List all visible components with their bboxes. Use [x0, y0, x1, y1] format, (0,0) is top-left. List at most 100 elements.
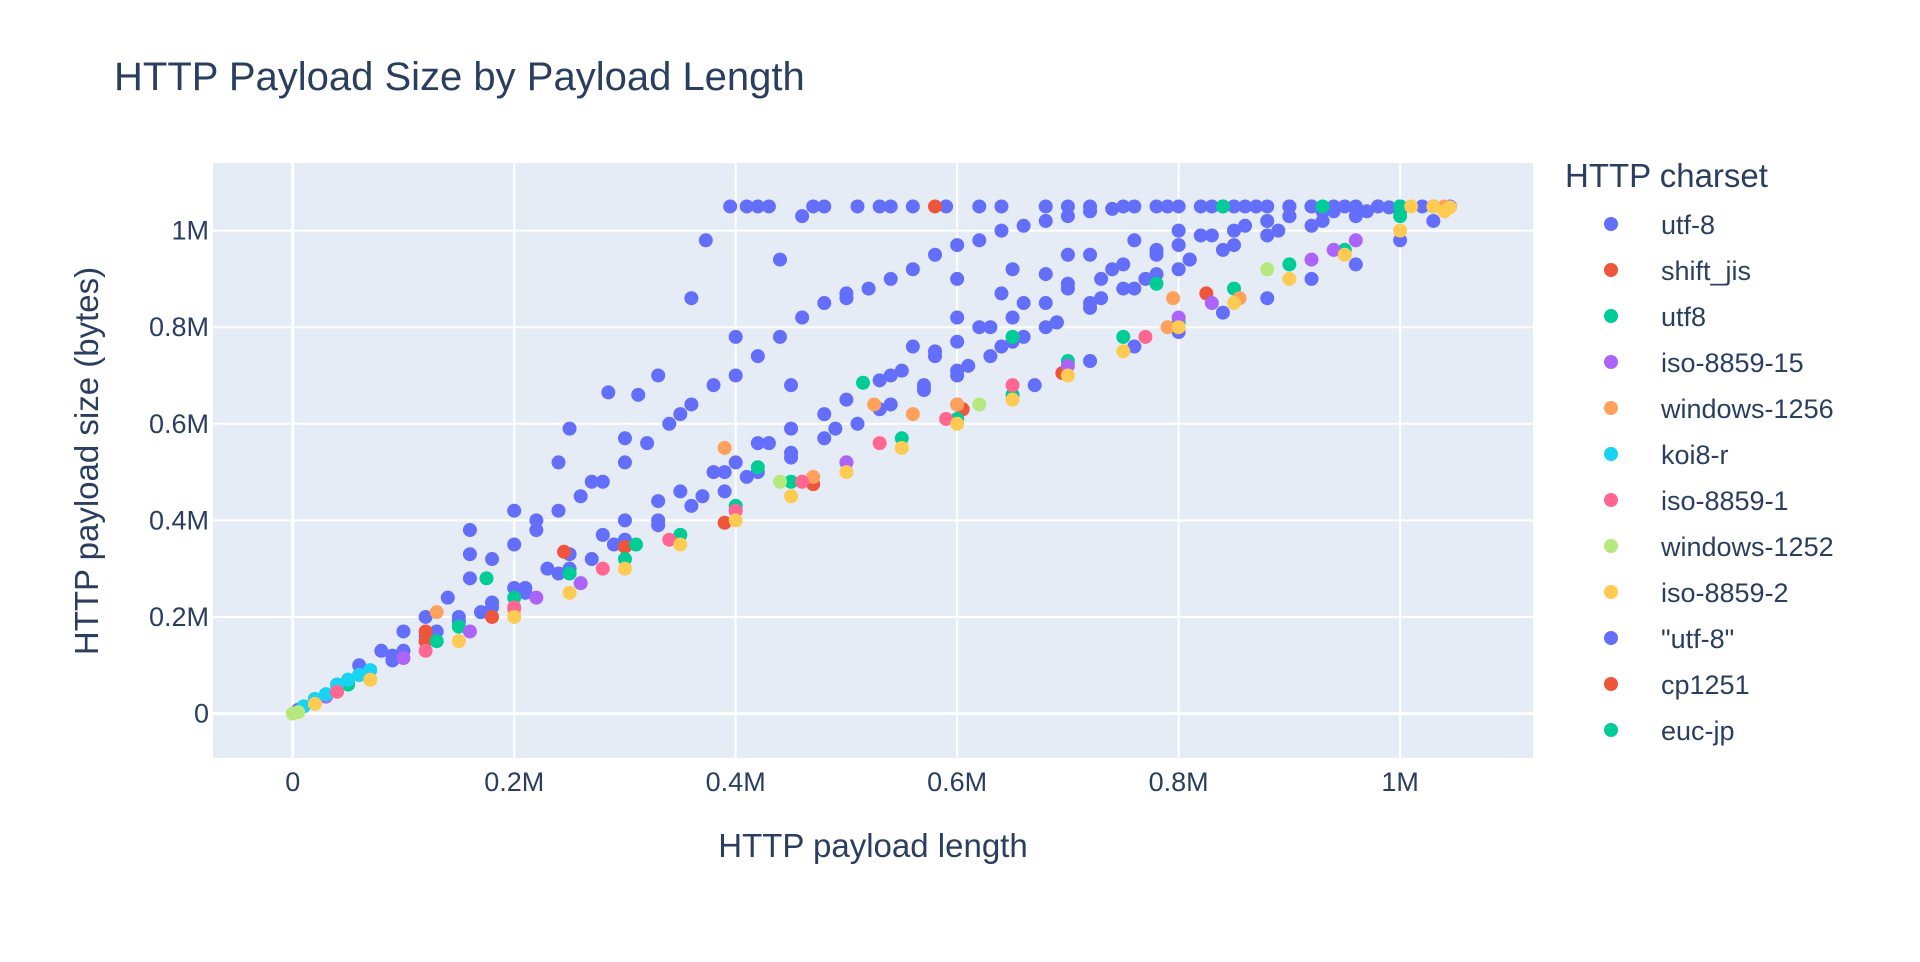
zero-lines: [213, 163, 1533, 758]
scatter-point: [684, 498, 699, 513]
scatter-point: [1038, 296, 1053, 311]
legend-item[interactable]: euc-jp: [1604, 716, 1735, 746]
legend-item[interactable]: iso-8859-1: [1604, 486, 1789, 516]
scatter-point: [905, 407, 920, 422]
y-tick-label: 0.2M: [149, 602, 209, 632]
scatter-point: [1005, 262, 1020, 277]
legend-item[interactable]: windows-1256: [1604, 394, 1834, 424]
scatter-point: [529, 523, 544, 538]
scatter-point: [1393, 223, 1408, 238]
legend-item[interactable]: shift_jis: [1604, 256, 1751, 286]
scatter-point: [856, 375, 871, 390]
legend-item[interactable]: iso-8859-2: [1604, 578, 1789, 608]
scatter-point: [1127, 281, 1142, 296]
scatter-point: [1182, 252, 1197, 267]
scatter-point: [1260, 213, 1275, 228]
scatter-point: [1370, 199, 1385, 214]
scatter-point: [1038, 213, 1053, 228]
scatter-point: [1060, 247, 1075, 262]
scatter-point: [573, 489, 588, 504]
scatter-point: [928, 199, 943, 214]
scatter-point: [1094, 291, 1109, 306]
legend-item[interactable]: "utf-8": [1604, 624, 1734, 654]
scatter-point: [916, 382, 931, 397]
scatter-point: [1016, 329, 1031, 344]
scatter-point: [772, 329, 787, 344]
scatter-point: [1127, 199, 1142, 214]
scatter-point: [485, 609, 500, 624]
legend-item[interactable]: koi8-r: [1604, 440, 1729, 470]
scatter-point: [795, 310, 810, 325]
legend-label: cp1251: [1661, 670, 1750, 700]
scatter-point: [429, 624, 444, 639]
scatter-point: [972, 320, 987, 335]
scatter-point: [363, 663, 378, 678]
x-tick-label: 0.8M: [1149, 767, 1209, 797]
legend-label: koi8-r: [1661, 440, 1729, 470]
scatter-point: [451, 634, 466, 649]
scatter-point: [1227, 238, 1242, 253]
x-tick-label: 0.6M: [927, 767, 987, 797]
y-tick-label: 0.6M: [149, 409, 209, 439]
scatter-point: [850, 199, 865, 214]
y-tick-label: 0.4M: [149, 505, 209, 535]
scatter-point: [1304, 218, 1319, 233]
scatter-point: [717, 465, 732, 480]
scatter-point: [817, 199, 832, 214]
legend-item[interactable]: utf8: [1604, 302, 1706, 332]
scatter-point: [485, 552, 500, 567]
scatter-point: [1337, 199, 1352, 214]
scatter-point: [551, 455, 566, 470]
scatter-point: [418, 609, 433, 624]
scatter-point: [1127, 233, 1142, 248]
scatter-point: [872, 373, 887, 388]
scatter-point: [994, 286, 1009, 301]
legend-item[interactable]: windows-1252: [1604, 532, 1834, 562]
scatter-point: [1038, 199, 1053, 214]
scatter-point: [928, 344, 943, 359]
scatter-point: [1238, 218, 1253, 233]
scatter-point: [872, 199, 887, 214]
scatter-point: [1083, 247, 1098, 262]
legend-item[interactable]: utf-8: [1604, 210, 1715, 240]
scatter-point: [385, 648, 400, 663]
scatter-point: [1260, 291, 1275, 306]
scatter-point: [1304, 252, 1319, 267]
scatter-point: [905, 262, 920, 277]
scatter-point: [1442, 200, 1457, 215]
scatter-point: [1249, 199, 1264, 214]
scatter-point: [750, 460, 765, 475]
scatter-point: [1083, 199, 1098, 214]
scatter-point: [950, 310, 965, 325]
scatter-point: [1116, 344, 1131, 359]
scatter-point: [1083, 296, 1098, 311]
y-tick-label: 1M: [171, 216, 209, 246]
scatter-point: [1116, 281, 1131, 296]
scatter-point: [883, 368, 898, 383]
scatter-point: [617, 561, 632, 576]
scatter-point: [883, 199, 898, 214]
scatter-point: [562, 566, 577, 581]
scatter-point: [950, 334, 965, 349]
scatter-point: [1304, 199, 1319, 214]
legend-item[interactable]: cp1251: [1604, 670, 1750, 700]
scatter-point: [817, 431, 832, 446]
scatter-point: [1227, 223, 1242, 238]
legend-title: HTTP charset: [1565, 157, 1768, 194]
legend-marker: [1604, 677, 1618, 691]
legend-label: utf8: [1661, 302, 1706, 332]
scatter-point: [1149, 267, 1164, 282]
scatter-point: [1348, 209, 1363, 224]
scatter-point: [950, 397, 965, 412]
scatter-point: [1116, 199, 1131, 214]
scatter-point: [795, 209, 810, 224]
scatter-point: [872, 436, 887, 451]
legend: HTTP charset utf-8 shift_jis utf8 iso-8859-…: [1565, 157, 1834, 746]
scatter-point: [573, 576, 588, 591]
scatter-point: [562, 421, 577, 436]
scatter-point: [1038, 320, 1053, 335]
scatter-point: [507, 609, 522, 624]
scatter-point: [673, 484, 688, 499]
scatter-point: [601, 385, 616, 400]
legend-item[interactable]: iso-8859-15: [1604, 348, 1804, 378]
